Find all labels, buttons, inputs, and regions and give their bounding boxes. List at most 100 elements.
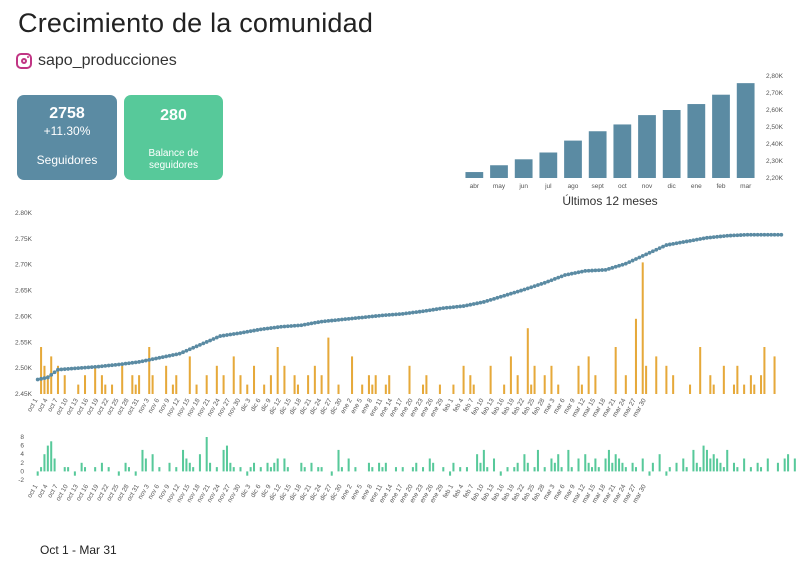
monthly-bar	[564, 140, 582, 178]
followers-point	[421, 309, 425, 314]
followers-point	[167, 353, 172, 358]
followers-point	[214, 335, 219, 340]
balance-bar	[198, 454, 201, 472]
daily-follow-bar	[175, 375, 178, 394]
daily-follow-bar	[253, 365, 256, 394]
followers-point	[404, 311, 409, 316]
monthly-xtick: ago	[568, 183, 579, 190]
monthly-ytick: 2,80K	[766, 73, 784, 80]
monthly-ytick: 2,30K	[766, 158, 784, 165]
balance-bar	[253, 462, 256, 472]
followers-point	[174, 352, 179, 357]
followers-point	[742, 232, 747, 237]
daily-follow-bar	[587, 356, 590, 394]
balance-bar	[127, 467, 130, 472]
balance-bar	[141, 449, 144, 472]
balance-bar	[367, 462, 370, 472]
balance-bar	[337, 449, 340, 472]
followers-point	[79, 365, 84, 370]
followers-point	[502, 293, 507, 298]
followers-point	[407, 311, 412, 315]
followers-point	[732, 233, 736, 238]
date-range-filter[interactable]: Oct 1 - Mar 31	[40, 543, 117, 557]
balance-bar	[543, 467, 546, 472]
followers-point	[184, 348, 189, 353]
daily-follow-bar	[246, 384, 249, 394]
daily-follow-bar	[408, 365, 411, 394]
balance-bar	[188, 462, 191, 472]
balance-bar	[394, 467, 397, 472]
followers-point	[49, 372, 54, 377]
followers-point	[431, 307, 436, 312]
daily-follow-bar	[351, 356, 354, 394]
balance-bar	[185, 458, 188, 472]
daily-follow-bar	[148, 347, 151, 394]
followers-point	[617, 263, 621, 268]
daily-follow-bar	[732, 384, 736, 394]
balance-bar	[415, 462, 418, 472]
daily-follow-bar	[83, 375, 87, 394]
balance-bar	[499, 471, 502, 476]
followers-point	[319, 319, 324, 324]
daily-follow-bar	[361, 384, 364, 394]
followers-point	[620, 262, 625, 267]
balance-bar	[151, 454, 154, 472]
monthly-xtick: ene	[691, 183, 702, 190]
followers-point	[688, 238, 692, 243]
followers-point	[566, 272, 571, 277]
followers-point	[302, 322, 307, 327]
followers-point	[252, 328, 256, 333]
followers-point	[279, 324, 283, 329]
balance-bar	[215, 467, 218, 472]
balance-bar	[94, 467, 97, 472]
followers-point	[380, 313, 385, 318]
followers-point	[475, 301, 480, 306]
balance-bar	[158, 467, 161, 472]
followers-point	[563, 273, 567, 277]
followers-point	[35, 377, 40, 382]
daily-follow-bar	[94, 365, 97, 394]
monthly-xtick: jun	[518, 183, 528, 190]
followers-point	[769, 232, 774, 237]
daily-follow-bar	[276, 347, 279, 394]
daily-follow-bar	[367, 375, 370, 394]
followers-point	[400, 311, 405, 316]
balance-bar	[225, 445, 228, 472]
followers-point	[576, 270, 581, 275]
balance-bar	[618, 458, 621, 472]
followers-point	[532, 284, 537, 289]
balance-bar	[705, 449, 708, 472]
followers-point	[329, 318, 334, 323]
balance-bar	[134, 471, 137, 476]
followers-point	[678, 240, 682, 245]
balance-bar	[526, 462, 529, 472]
followers-point	[539, 282, 544, 286]
balance-bar	[594, 458, 597, 472]
followers-point	[552, 277, 557, 281]
daily-follow-bar	[699, 347, 702, 394]
followers-point	[762, 232, 767, 237]
followers-point	[248, 329, 253, 334]
daily-follow-bar	[689, 384, 692, 394]
balance-bar	[347, 458, 350, 472]
followers-point	[191, 345, 196, 350]
followers-point	[336, 317, 341, 322]
monthly-ytick: 2,60K	[766, 107, 784, 114]
followers-point	[177, 351, 182, 356]
followers-point	[265, 326, 270, 331]
balance-bar	[53, 458, 56, 472]
followers-point	[160, 355, 165, 360]
balance-bar	[67, 467, 70, 472]
followers-point	[586, 268, 591, 273]
followers-point	[448, 305, 452, 310]
balance-ytick: 4	[20, 451, 24, 458]
balance-bar	[567, 449, 570, 472]
balance-bar	[486, 467, 489, 472]
daily-follow-bar	[188, 356, 191, 394]
balance-bar	[793, 458, 796, 472]
followers-point	[383, 313, 388, 318]
daily-follow-bar	[171, 384, 174, 394]
followers-point	[181, 350, 185, 355]
followers-point	[481, 300, 486, 304]
followers-point	[694, 237, 699, 242]
